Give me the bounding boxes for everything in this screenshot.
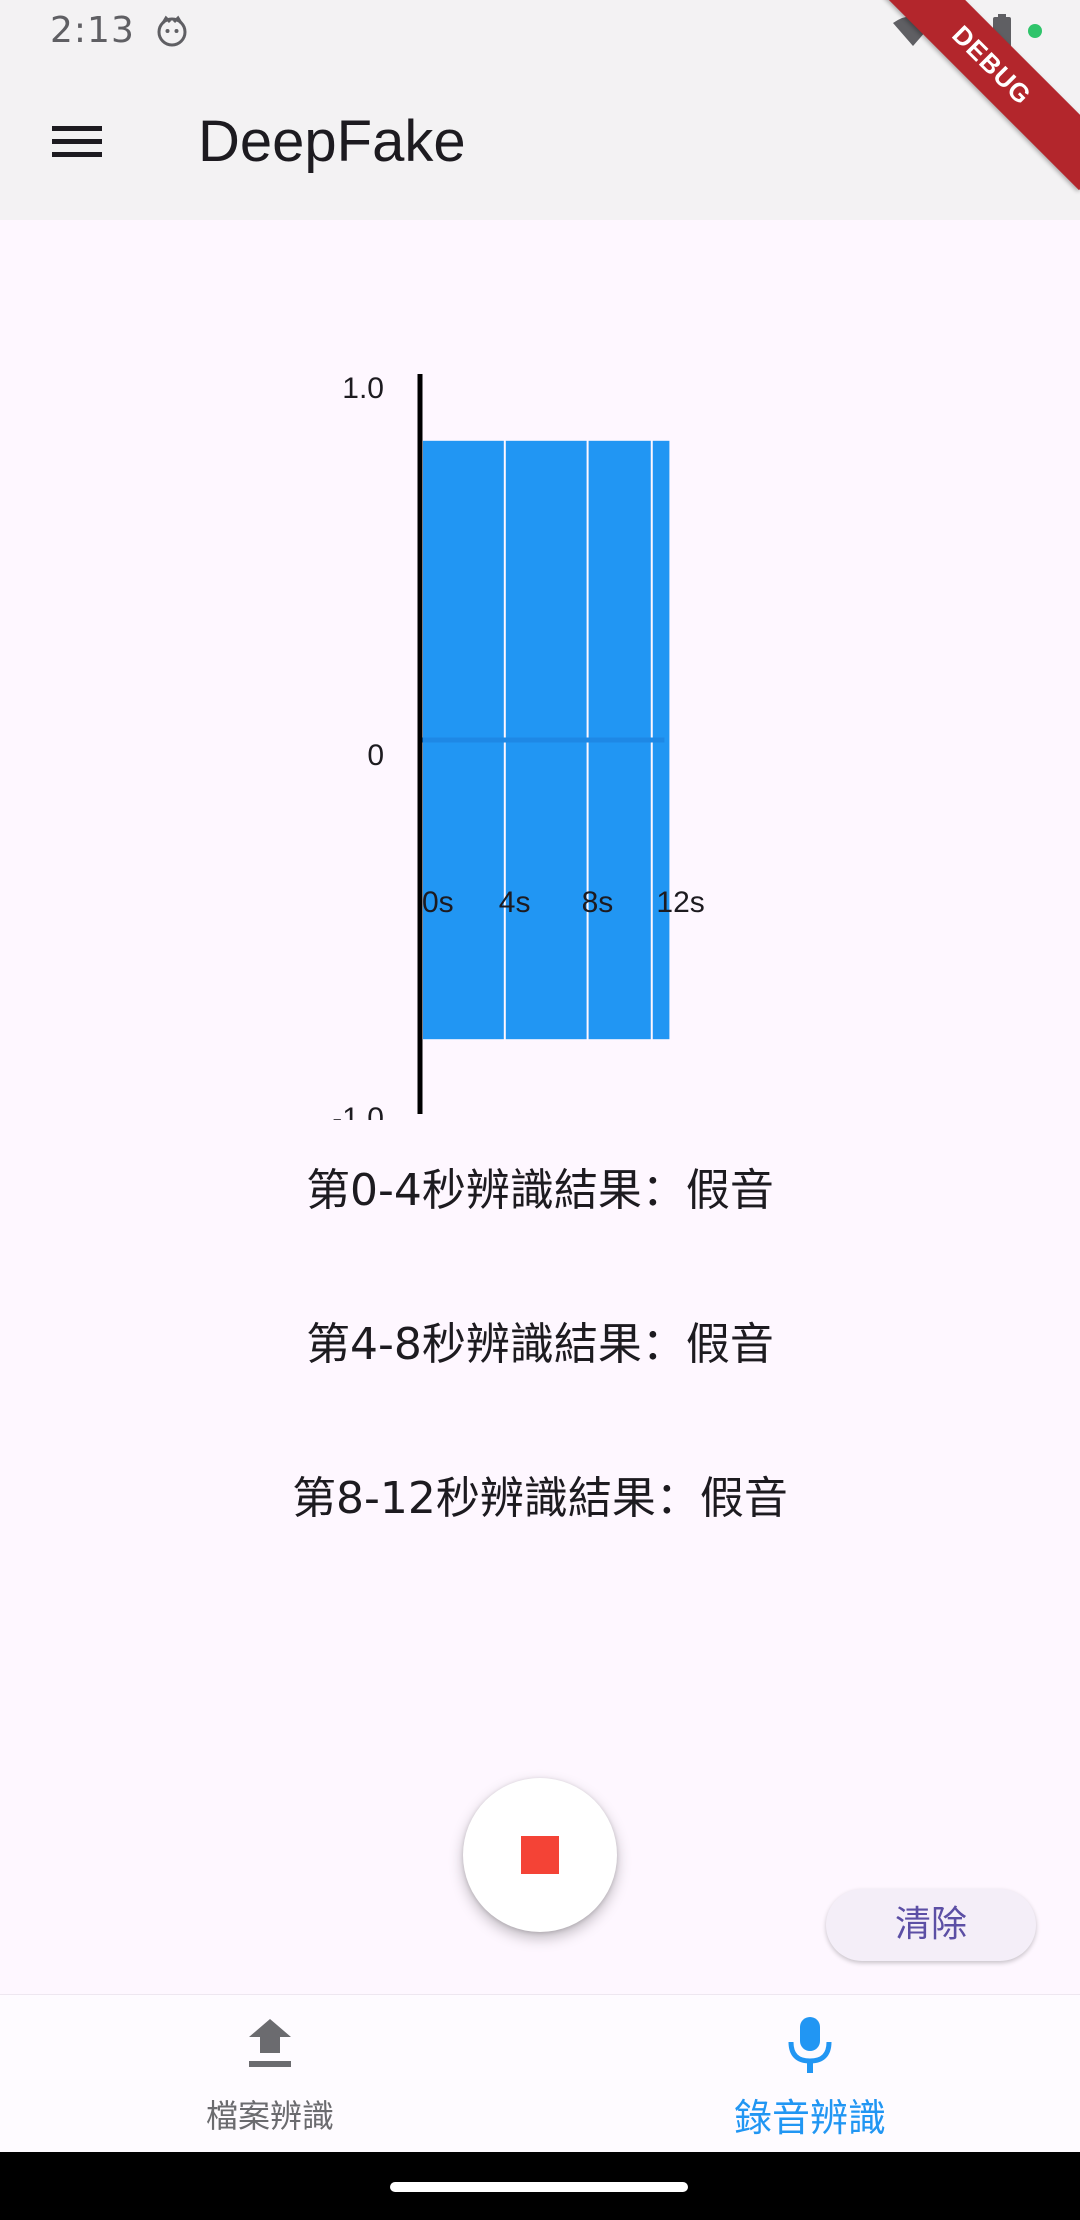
nav-label-file: 檔案辨識 <box>205 2097 334 2135</box>
x-tick-label: 4s <box>499 886 531 919</box>
app-bar: DeepFake <box>0 64 1080 220</box>
x-tick-label: 12s <box>656 886 704 919</box>
home-indicator <box>390 2182 688 2192</box>
x-tick-label: 0s <box>422 886 454 919</box>
y-tick-label: -1.0 <box>332 1102 384 1120</box>
system-navigation-bar <box>0 2152 1080 2220</box>
x-tick-label: 8s <box>582 886 614 919</box>
y-tick-label: 0 <box>367 739 384 772</box>
result-segment-1: 第0-4秒辨識結果：假音 <box>306 1165 774 1216</box>
nav-item-file-recognition[interactable]: 檔案辨識 <box>0 1995 540 2153</box>
waveform-chart: 1.0 0 -1.0 0s 4s 8s 12s <box>332 372 704 1120</box>
upload-icon <box>249 2019 291 2067</box>
privacy-indicator-dot <box>1028 24 1042 38</box>
clear-button[interactable]: 清除 <box>826 1889 1036 1961</box>
nav-label-record: 錄音辨識 <box>733 2096 886 2140</box>
result-segment-3: 第8-12秒辨識結果：假音 <box>292 1473 788 1524</box>
status-time: 2:13 <box>50 10 135 51</box>
mic-icon <box>788 2017 832 2073</box>
page-title: DeepFake <box>198 109 466 174</box>
stop-icon <box>521 1836 559 1874</box>
menu-icon[interactable] <box>44 114 110 170</box>
notification-icon <box>157 15 187 47</box>
bottom-navigation: 檔案辨識 錄音辨識 <box>0 1994 1080 2153</box>
nav-item-record-recognition[interactable]: 錄音辨識 <box>540 1995 1080 2153</box>
stop-recording-button[interactable] <box>463 1778 617 1932</box>
y-tick-label: 1.0 <box>342 372 384 405</box>
result-segment-2: 第4-8秒辨識結果：假音 <box>306 1319 774 1370</box>
